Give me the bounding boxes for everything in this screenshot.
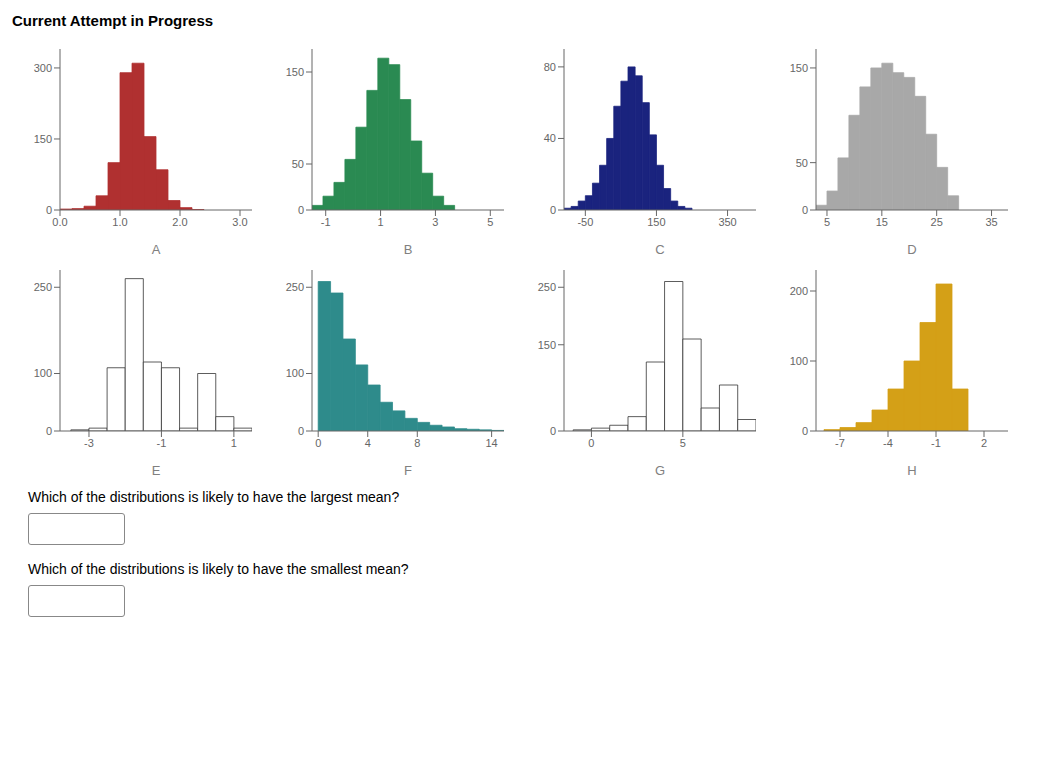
svg-text:-1: -1: [157, 437, 167, 449]
svg-text:150: 150: [286, 66, 304, 78]
svg-text:250: 250: [538, 281, 556, 293]
svg-text:3.0: 3.0: [232, 216, 247, 228]
svg-text:15: 15: [876, 216, 888, 228]
svg-text:0: 0: [46, 204, 52, 216]
html-text:Current Attempt in Progress: Current Attempt in Progress: [12, 12, 214, 29]
svg-text:200: 200: [790, 285, 808, 297]
svg-text:5: 5: [824, 216, 830, 228]
svg-text:2: 2: [981, 437, 987, 449]
svg-text:-1: -1: [321, 216, 331, 228]
svg-text:100: 100: [34, 367, 52, 379]
svg-text:14: 14: [485, 437, 497, 449]
svg-text:350: 350: [718, 216, 736, 228]
svg-text:0: 0: [315, 437, 321, 449]
svg-text:E: E: [152, 463, 161, 475]
svg-text:-4: -4: [883, 437, 893, 449]
svg-text:0: 0: [46, 425, 52, 437]
svg-text:35: 35: [985, 216, 997, 228]
svg-text:0: 0: [802, 425, 808, 437]
svg-text:F: F: [404, 463, 412, 475]
svg-text:0: 0: [802, 204, 808, 216]
svg-text:0: 0: [550, 204, 556, 216]
svg-text:1: 1: [231, 437, 237, 449]
svg-text:A: A: [152, 242, 161, 254]
svg-text:0: 0: [298, 425, 304, 437]
svg-text:25: 25: [931, 216, 943, 228]
svg-text:-3: -3: [84, 437, 94, 449]
svg-text:50: 50: [796, 157, 808, 169]
svg-text:150: 150: [647, 216, 665, 228]
svg-text:C: C: [655, 242, 664, 254]
svg-text:80: 80: [544, 61, 556, 73]
svg-text:G: G: [655, 463, 665, 475]
svg-text:50: 50: [292, 158, 304, 170]
svg-text:8: 8: [414, 437, 420, 449]
svg-text:250: 250: [286, 281, 304, 293]
svg-text:1.0: 1.0: [112, 216, 127, 228]
svg-text:100: 100: [286, 367, 304, 379]
svg-text:100: 100: [790, 355, 808, 367]
svg-text:150: 150: [34, 133, 52, 145]
svg-text:0: 0: [298, 204, 304, 216]
svg-text:D: D: [907, 242, 916, 254]
svg-text:250: 250: [34, 281, 52, 293]
svg-text:5: 5: [680, 437, 686, 449]
svg-text:0.0: 0.0: [52, 216, 67, 228]
svg-text:B: B: [404, 242, 413, 254]
svg-text:0: 0: [588, 437, 594, 449]
svg-text:150: 150: [790, 62, 808, 74]
svg-text:-50: -50: [577, 216, 593, 228]
svg-text:150: 150: [538, 339, 556, 351]
svg-text:4: 4: [365, 437, 371, 449]
svg-text:0: 0: [550, 425, 556, 437]
svg-text:3: 3: [432, 216, 438, 228]
svg-text:H: H: [907, 463, 916, 475]
html-text:Which of the distributions is: Which of the distributions is likely to …: [28, 489, 400, 505]
svg-text:40: 40: [544, 132, 556, 144]
svg-text:2.0: 2.0: [172, 216, 187, 228]
svg-text:1: 1: [378, 216, 384, 228]
html-text:Which of the distributions is: Which of the distributions is likely to …: [28, 561, 409, 577]
svg-text:5: 5: [487, 216, 493, 228]
svg-text:300: 300: [34, 62, 52, 74]
svg-text:-1: -1: [931, 437, 941, 449]
svg-text:-7: -7: [835, 437, 845, 449]
